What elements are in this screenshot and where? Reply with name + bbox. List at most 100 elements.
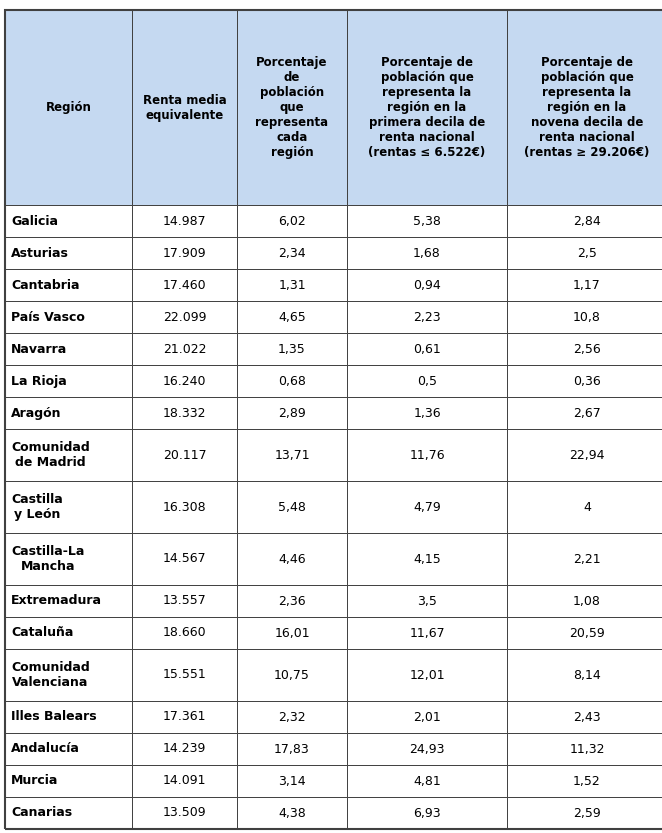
Bar — [507, 333, 662, 365]
Text: 2,34: 2,34 — [278, 247, 306, 260]
Bar — [237, 397, 347, 429]
Bar — [507, 10, 662, 205]
Text: País Vasco: País Vasco — [11, 311, 85, 323]
Text: 16,01: 16,01 — [274, 626, 310, 640]
Bar — [347, 205, 507, 237]
Bar — [5, 397, 132, 429]
Bar — [347, 333, 507, 365]
Text: 0,36: 0,36 — [573, 375, 601, 387]
Bar — [132, 10, 237, 205]
Bar — [237, 797, 347, 829]
Bar — [347, 585, 507, 617]
Bar — [347, 733, 507, 765]
Text: Cantabria: Cantabria — [11, 278, 79, 292]
Text: 2,84: 2,84 — [573, 215, 601, 227]
Bar — [347, 365, 507, 397]
Text: 4,15: 4,15 — [413, 552, 441, 566]
Bar — [237, 429, 347, 481]
Bar — [5, 333, 132, 365]
Bar — [132, 301, 237, 333]
Text: Región: Región — [46, 101, 91, 114]
Text: 14.987: 14.987 — [163, 215, 207, 227]
Text: 11,76: 11,76 — [409, 448, 445, 461]
Bar — [507, 301, 662, 333]
Bar — [347, 617, 507, 649]
Text: 4,46: 4,46 — [278, 552, 306, 566]
Bar — [507, 429, 662, 481]
Bar — [507, 205, 662, 237]
Text: Renta media
equivalente: Renta media equivalente — [142, 93, 226, 122]
Text: 20.117: 20.117 — [163, 448, 207, 461]
Text: Porcentaje
de
población
que
representa
cada
región: Porcentaje de población que representa c… — [256, 56, 328, 159]
Text: 13,71: 13,71 — [274, 448, 310, 461]
Bar — [347, 397, 507, 429]
Bar — [347, 237, 507, 269]
Bar — [237, 365, 347, 397]
Text: 2,67: 2,67 — [573, 407, 601, 420]
Bar — [5, 701, 132, 733]
Text: 4,79: 4,79 — [413, 501, 441, 513]
Text: 24,93: 24,93 — [409, 742, 445, 756]
Bar — [237, 10, 347, 205]
Text: 0,61: 0,61 — [413, 342, 441, 356]
Bar — [507, 365, 662, 397]
Bar — [5, 301, 132, 333]
Text: Galicia: Galicia — [11, 215, 58, 227]
Bar — [5, 797, 132, 829]
Bar — [507, 797, 662, 829]
Bar — [507, 765, 662, 797]
Text: 0,94: 0,94 — [413, 278, 441, 292]
Bar — [237, 481, 347, 533]
Text: 15.551: 15.551 — [163, 669, 207, 681]
Text: 16.240: 16.240 — [163, 375, 207, 387]
Bar — [237, 301, 347, 333]
Bar — [5, 269, 132, 301]
Text: 18.660: 18.660 — [163, 626, 207, 640]
Text: 17.909: 17.909 — [163, 247, 207, 260]
Bar — [132, 429, 237, 481]
Text: La Rioja: La Rioja — [11, 375, 67, 387]
Bar — [132, 733, 237, 765]
Bar — [132, 617, 237, 649]
Text: Navarra: Navarra — [11, 342, 68, 356]
Bar — [237, 333, 347, 365]
Bar — [5, 237, 132, 269]
Text: 14.567: 14.567 — [163, 552, 207, 566]
Text: 2,59: 2,59 — [573, 806, 601, 820]
Text: 1,52: 1,52 — [573, 775, 601, 787]
Text: Castilla
y León: Castilla y León — [11, 493, 63, 521]
Text: 2,5: 2,5 — [577, 247, 597, 260]
Text: Murcia: Murcia — [11, 775, 58, 787]
Bar — [132, 649, 237, 701]
Bar — [347, 701, 507, 733]
Bar — [347, 269, 507, 301]
Text: 0,68: 0,68 — [278, 375, 306, 387]
Text: Andalucía: Andalucía — [11, 742, 80, 756]
Bar — [132, 205, 237, 237]
Bar — [132, 533, 237, 585]
Bar — [347, 533, 507, 585]
Bar — [5, 365, 132, 397]
Bar — [237, 533, 347, 585]
Bar — [5, 733, 132, 765]
Text: 1,17: 1,17 — [573, 278, 601, 292]
Bar — [237, 649, 347, 701]
Text: 1,68: 1,68 — [413, 247, 441, 260]
Bar — [132, 397, 237, 429]
Bar — [237, 733, 347, 765]
Bar — [237, 269, 347, 301]
Bar — [5, 649, 132, 701]
Bar — [507, 237, 662, 269]
Text: 4,38: 4,38 — [278, 806, 306, 820]
Text: 5,48: 5,48 — [278, 501, 306, 513]
Bar — [507, 533, 662, 585]
Text: 3,5: 3,5 — [417, 595, 437, 607]
Text: 2,43: 2,43 — [573, 711, 601, 724]
Bar — [507, 269, 662, 301]
Bar — [5, 205, 132, 237]
Bar — [237, 585, 347, 617]
Text: Comunidad
Valenciana: Comunidad Valenciana — [11, 661, 90, 689]
Text: 21.022: 21.022 — [163, 342, 207, 356]
Text: 4,65: 4,65 — [278, 311, 306, 323]
Text: 10,8: 10,8 — [573, 311, 601, 323]
